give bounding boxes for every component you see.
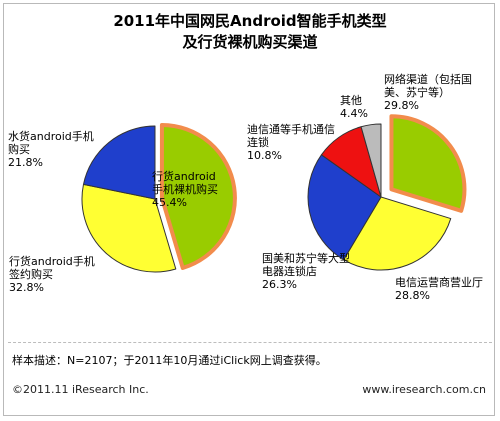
- footer-divider: [8, 342, 492, 343]
- phone-type-slice-2: [82, 125, 156, 200]
- slice-label-left-0: 行货android 手机裸机购买 45.4%: [152, 170, 218, 209]
- slice-label-right-4: 其他 4.4%: [340, 94, 368, 120]
- phone-type-slice-1: [81, 183, 177, 273]
- slice-label-left-1: 行货android手机 签约购买 32.8%: [9, 255, 95, 294]
- website-link[interactable]: www.iresearch.com.cn: [362, 383, 486, 396]
- pie-chart-phone-type: [81, 122, 237, 273]
- sample-note: 样本描述：N=2107；于2011年10月通过iClick网上调查获得。: [12, 354, 327, 367]
- channel-slice-4: [360, 123, 382, 198]
- channel-slice-2: [307, 154, 382, 261]
- pie-chart-purchase-channel: [307, 114, 467, 271]
- slice-label-right-3: 迪信通等手机通信 连锁 10.8%: [247, 123, 335, 162]
- slice-label-right-1: 电信运营商营业厅 28.8%: [395, 276, 483, 302]
- slice-label-left-2: 水货android手机 购买 21.8%: [8, 130, 94, 169]
- copyright-text: ©2011.11 iResearch Inc.: [12, 383, 149, 396]
- channel-slice-0: [389, 114, 467, 213]
- chart-title-line-2: 及行货裸机购买渠道: [182, 33, 318, 51]
- slice-label-right-0: 网络渠道（包括国 美、苏宁等） 29.8%: [384, 73, 472, 112]
- chart-title-line-1: 2011年中国网民Android智能手机类型: [113, 12, 387, 30]
- slice-label-right-2: 国美和苏宁等大型 电器连锁店 26.3%: [262, 252, 350, 291]
- phone-type-slice-0: [159, 122, 237, 270]
